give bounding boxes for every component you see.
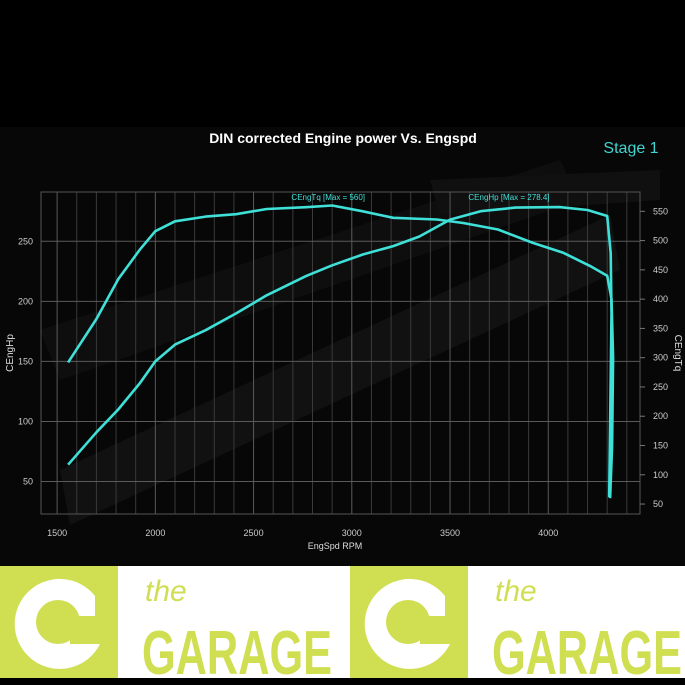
- y-right-tick-label: 100: [653, 470, 668, 480]
- garage-logo-mark: the GARAGE: [0, 566, 332, 685]
- x-axis-label: EngSpd RPM: [308, 541, 363, 551]
- chart-title: DIN corrected Engine power Vs. Engspd: [209, 130, 477, 146]
- series-label-cengtq: CEngTq [Max = 560]: [291, 193, 365, 202]
- y-left-tick-label: 250: [18, 236, 33, 246]
- series-line-cengtq: [67, 204, 615, 499]
- plot-frame: [40, 191, 641, 515]
- y-right-tick-label: 450: [653, 265, 668, 275]
- x-tick-label: 2000: [145, 528, 165, 538]
- y-right-tick-label: 150: [653, 441, 668, 451]
- grid: [41, 192, 640, 514]
- y-right-tick-label: 200: [653, 411, 668, 421]
- y-right-axis-label: CEngTq: [672, 335, 683, 372]
- footer-logo-band: the GARAGE the GARAGE: [0, 566, 685, 685]
- stage-badge: Stage 1: [603, 140, 658, 157]
- x-tick-label: 1500: [47, 528, 67, 538]
- series-label-cenghp: CEngHp [Max = 278.4]: [468, 193, 549, 202]
- y-left-tick-label: 100: [18, 416, 33, 426]
- x-tick-label: 4000: [538, 528, 558, 538]
- y-right-tick-label: 550: [653, 206, 668, 216]
- y-left-tick-label: 50: [23, 477, 33, 487]
- dyno-chart: 50 100 150 200 250 50 100 150 200 250 300 350 400 450…: [5, 130, 683, 551]
- y-left-axis-label: CEngHp: [5, 334, 16, 372]
- y-right-tick-label: 300: [653, 353, 668, 363]
- y-right-tick-label: 500: [653, 236, 668, 246]
- x-tick-label: 3000: [342, 528, 362, 538]
- x-tick-label: 2500: [244, 528, 264, 538]
- x-tick-label: 3500: [440, 528, 460, 538]
- y-left-tick-label: 150: [18, 356, 33, 366]
- garage-logo-mark: the GARAGE: [350, 566, 682, 685]
- logo-text-garage: GARAGE: [492, 619, 682, 678]
- y-right-tick-label: 50: [653, 499, 663, 509]
- y-left-tick-label: 200: [18, 296, 33, 306]
- logo-text-the: the: [495, 575, 537, 608]
- y-right-tick-label: 350: [653, 323, 668, 333]
- y-right-tick-label: 250: [653, 382, 668, 392]
- logo-text-garage: GARAGE: [142, 619, 332, 678]
- garage-logo: the GARAGE the GARAGE: [0, 566, 682, 685]
- logo-text-the: the: [145, 575, 187, 608]
- y-right-tick-label: 400: [653, 294, 668, 304]
- series-line-cenghp: [67, 205, 613, 498]
